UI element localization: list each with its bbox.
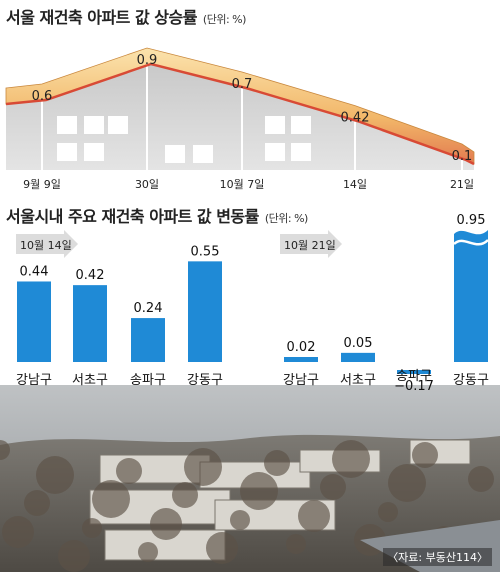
- chart2-title: 서울시내 주요 재건축 아파트 값 변동률 (단위: %): [6, 203, 308, 227]
- chart1-window: [84, 116, 104, 134]
- photo-tree: [230, 510, 250, 530]
- chart2-category-label: 강동구: [187, 373, 223, 388]
- chart2-bar-chart: 10월 14일 10월 21일 0.44 강남구 0.42 서초구 0.24 송파구 0.55…: [0, 213, 500, 572]
- chart2-value-label: 0.44: [20, 264, 49, 279]
- chart1-x-tick: 10월 7일: [220, 177, 265, 191]
- chart2-bar: [284, 357, 318, 362]
- chart2-bars: 0.44 강남구 0.42 서초구 0.24 송파구 0.55 강동구 0.02 강남구 0.05 서…: [16, 213, 489, 394]
- photo-tree: [320, 474, 346, 500]
- chart1-unit: (단위: %): [202, 13, 246, 26]
- chart2-value-label: −0.17: [394, 379, 434, 394]
- chart2-title-text: 서울시내 주요 재건축 아파트 값 변동률: [6, 207, 259, 226]
- chart1-wall: [6, 64, 474, 170]
- chart2-bar: [73, 285, 107, 362]
- photo-tree: [468, 466, 494, 492]
- chart2-category-label: 송파구: [130, 373, 166, 388]
- chart2-bar: [188, 261, 222, 362]
- chart1-value-labels: 0.6 0.9 0.7 0.42 0.1: [32, 53, 473, 164]
- photo-tree: [412, 442, 438, 468]
- chart1-x-tick: 21일: [450, 177, 474, 191]
- chart2-category-label: 송파구: [396, 369, 432, 384]
- chart2-bar: [17, 281, 51, 362]
- chart2-unit: (단위: %): [264, 212, 308, 225]
- photo-tree: [0, 440, 10, 460]
- photo-tree: [24, 490, 50, 516]
- chart2-category-label: 서초구: [340, 373, 376, 388]
- photo-tree: [150, 508, 182, 540]
- apartment-photo: [0, 385, 500, 572]
- photo-tree: [58, 540, 90, 572]
- chart2-value-label: 0.42: [76, 268, 105, 283]
- chart2-category-label: 서초구: [72, 373, 108, 388]
- photo-tree: [298, 500, 330, 532]
- chart1-window: [165, 145, 185, 163]
- chart2-category-label: 강남구: [16, 373, 52, 388]
- photo-tree: [116, 458, 142, 484]
- chart1-window: [265, 143, 285, 161]
- chart1-window: [291, 143, 311, 161]
- chart1-value-label: 0.1: [452, 149, 473, 164]
- chart1-x-ticks: 9월 9일 30일 10월 7일 14일 21일: [23, 177, 474, 191]
- series-name: 10월 14일: [20, 238, 72, 252]
- photo-tree: [138, 542, 158, 562]
- chart2-bar: [397, 370, 431, 374]
- photo-tree: [2, 516, 34, 548]
- chart1-window: [193, 145, 213, 163]
- chart2-value-label: 0.24: [134, 301, 163, 316]
- chart2-series-arrows: 10월 14일 10월 21일: [16, 230, 342, 258]
- chart1-title: 서울 재건축 아파트 값 상승률 (단위: %): [6, 4, 246, 28]
- chart1-x-tick: 30일: [135, 177, 159, 191]
- chart2-value-label: 0.02: [287, 340, 316, 355]
- chart1-title-text: 서울 재건축 아파트 값 상승률: [6, 8, 197, 27]
- chart2-bar: [131, 318, 165, 362]
- photo-tree: [286, 534, 306, 554]
- chart1-ribbon-edge: [5, 62, 475, 166]
- chart1-x-tick: 14일: [343, 177, 367, 191]
- chart1-x-tick: 9월 9일: [23, 177, 61, 191]
- photo-tree: [378, 502, 398, 522]
- chart1-value-label: 0.7: [232, 77, 253, 92]
- chart1-window: [84, 143, 104, 161]
- chart2-category-label: 강동구: [453, 373, 489, 388]
- photo-tree: [332, 440, 370, 478]
- chart1-wall-face: [6, 64, 474, 170]
- chart2-value-label: 0.95: [457, 213, 486, 228]
- chart2-value-label: 0.05: [344, 336, 373, 351]
- photo-tree: [92, 480, 130, 518]
- chart2-bar: [341, 352, 375, 362]
- chart1-window: [265, 116, 285, 134]
- chart2-value-label: 0.55: [191, 244, 220, 259]
- source-credit: 〈자료: 부동산114〉: [383, 548, 492, 566]
- chart1-value-label: 0.6: [32, 89, 53, 104]
- photo-tree: [264, 450, 290, 476]
- chart1-value-label: 0.42: [341, 111, 370, 126]
- photo-tree: [206, 532, 238, 564]
- series-arrow: [16, 230, 78, 258]
- chart2-bar: [454, 230, 488, 362]
- series-name: 10월 21일: [284, 238, 336, 252]
- chart2-category-label: 강남구: [283, 373, 319, 388]
- photo-tree: [36, 456, 74, 494]
- photo-tree: [82, 518, 102, 538]
- chart1-window: [291, 116, 311, 134]
- chart1-windows: [57, 116, 311, 163]
- chart1-area-chart: 0.6 0.9 0.7 0.42 0.1 9월 9일 30일 10월 7일 14일 21일: [5, 47, 475, 191]
- chart1-window: [57, 143, 77, 161]
- series-arrow: [280, 230, 342, 258]
- chart1-value-label: 0.9: [137, 53, 158, 68]
- photo-tree: [184, 448, 222, 486]
- chart1-window: [108, 116, 128, 134]
- photo-tree: [388, 464, 426, 502]
- chart1-window: [57, 116, 77, 134]
- chart2-bar-break: [453, 239, 489, 246]
- chart1-ribbon: [5, 47, 475, 166]
- photo-tree: [240, 472, 278, 510]
- photo-tree: [172, 482, 198, 508]
